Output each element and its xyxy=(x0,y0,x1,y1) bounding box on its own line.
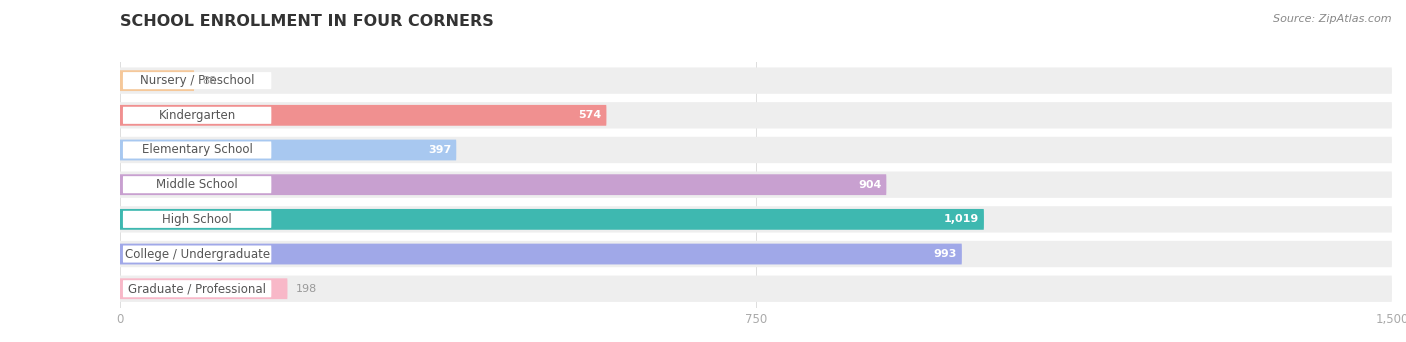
Text: 993: 993 xyxy=(934,249,956,259)
Text: Kindergarten: Kindergarten xyxy=(159,109,236,122)
Text: Nursery / Preschool: Nursery / Preschool xyxy=(139,74,254,87)
Text: 88: 88 xyxy=(202,76,217,86)
Text: High School: High School xyxy=(162,213,232,226)
Text: 198: 198 xyxy=(295,284,318,294)
FancyBboxPatch shape xyxy=(120,137,1392,163)
Text: 574: 574 xyxy=(578,110,602,120)
FancyBboxPatch shape xyxy=(122,176,271,193)
FancyBboxPatch shape xyxy=(122,72,271,89)
FancyBboxPatch shape xyxy=(120,278,287,299)
Text: Elementary School: Elementary School xyxy=(142,144,253,157)
FancyBboxPatch shape xyxy=(120,209,984,230)
FancyBboxPatch shape xyxy=(122,142,271,159)
FancyBboxPatch shape xyxy=(122,246,271,263)
FancyBboxPatch shape xyxy=(120,102,1392,129)
FancyBboxPatch shape xyxy=(120,244,962,264)
Text: Middle School: Middle School xyxy=(156,178,238,191)
FancyBboxPatch shape xyxy=(120,140,457,160)
Text: 904: 904 xyxy=(858,180,882,190)
Text: Source: ZipAtlas.com: Source: ZipAtlas.com xyxy=(1274,14,1392,24)
FancyBboxPatch shape xyxy=(122,107,271,124)
FancyBboxPatch shape xyxy=(122,280,271,297)
FancyBboxPatch shape xyxy=(122,211,271,228)
Text: SCHOOL ENROLLMENT IN FOUR CORNERS: SCHOOL ENROLLMENT IN FOUR CORNERS xyxy=(120,14,494,29)
FancyBboxPatch shape xyxy=(120,276,1392,302)
FancyBboxPatch shape xyxy=(120,67,1392,94)
FancyBboxPatch shape xyxy=(120,206,1392,233)
FancyBboxPatch shape xyxy=(120,171,1392,198)
FancyBboxPatch shape xyxy=(120,174,886,195)
Text: 397: 397 xyxy=(427,145,451,155)
FancyBboxPatch shape xyxy=(120,105,606,126)
Text: College / Undergraduate: College / Undergraduate xyxy=(125,248,270,261)
FancyBboxPatch shape xyxy=(120,241,1392,267)
FancyBboxPatch shape xyxy=(120,70,194,91)
Text: Graduate / Professional: Graduate / Professional xyxy=(128,282,266,295)
Text: 1,019: 1,019 xyxy=(943,214,979,224)
